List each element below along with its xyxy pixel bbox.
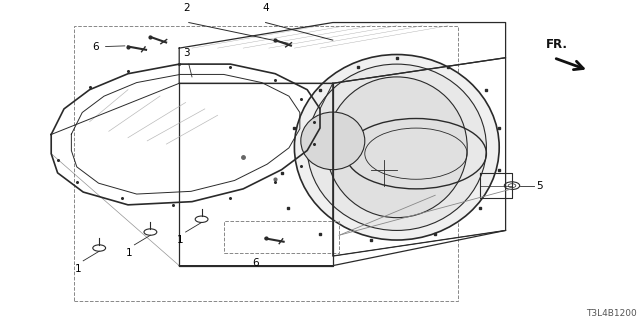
Text: 6: 6 [93,42,99,52]
Text: FR.: FR. [546,38,568,51]
Ellipse shape [326,77,467,218]
Ellipse shape [307,64,486,230]
Text: 6: 6 [253,258,259,268]
Text: 2: 2 [184,3,190,13]
Bar [224,221,339,253]
Bar [74,26,458,301]
Text: 3: 3 [184,48,190,58]
Text: 1: 1 [126,248,132,258]
Ellipse shape [301,112,365,170]
Text: T3L4B1200: T3L4B1200 [586,309,637,318]
Ellipse shape [294,54,499,240]
Text: 1: 1 [75,264,81,274]
Text: 1: 1 [177,235,184,245]
Text: 4: 4 [262,3,269,13]
Text: 5: 5 [536,181,543,191]
